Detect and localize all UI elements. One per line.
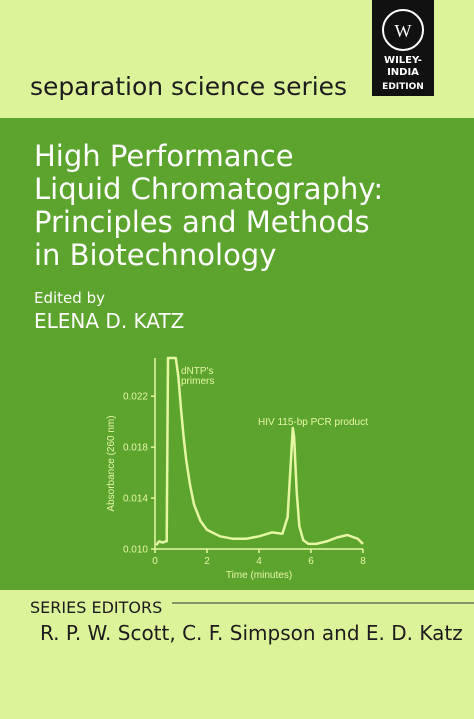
title-line: Principles and Methods [34, 205, 370, 239]
annotation: primers [181, 376, 214, 387]
y-tick-label: 0.022 [123, 392, 148, 403]
x-tick-label: 0 [152, 556, 158, 567]
x-axis-label: Time (minutes) [226, 570, 292, 581]
y-tick-label: 0.010 [123, 545, 148, 556]
x-tick-label: 6 [308, 556, 314, 567]
series-editors-label: SERIES EDITORS [30, 598, 162, 617]
editor: ELENA D. KATZ [34, 309, 184, 333]
y-tick-label: 0.018 [123, 443, 148, 454]
logo-text: INDIA [387, 67, 419, 78]
x-tick-label: 4 [256, 556, 262, 567]
title-line: Liquid Chromatography: [34, 172, 383, 206]
logo-box [372, 0, 434, 96]
logo-emblem [382, 9, 424, 51]
green-band [0, 118, 474, 590]
annotation: dNTP's [181, 366, 213, 377]
logo-text: WILEY- [384, 55, 422, 66]
chromatogram [155, 356, 364, 546]
annotation: HIV 115-bp PCR product [258, 417, 368, 428]
x-tick-label: 8 [360, 556, 366, 567]
logo-mark: W [395, 21, 412, 41]
logo-text: EDITION [382, 82, 424, 92]
x-tick-label: 2 [204, 556, 210, 567]
y-axis-label: Absorbance (260 nm) [106, 415, 117, 511]
series-name: separation science series [30, 72, 347, 101]
chart: 0.010 0.014 0.018 0.022 0 2 4 6 8 Time (minutes) A… [106, 356, 368, 581]
title-line: High Performance [34, 139, 294, 173]
editor-label: Edited by [34, 289, 105, 307]
series-editors: R. P. W. Scott, C. F. Simpson and E. D. … [40, 621, 463, 645]
y-tick-label: 0.014 [123, 494, 148, 505]
title-line: in Biotechnology [34, 238, 276, 272]
